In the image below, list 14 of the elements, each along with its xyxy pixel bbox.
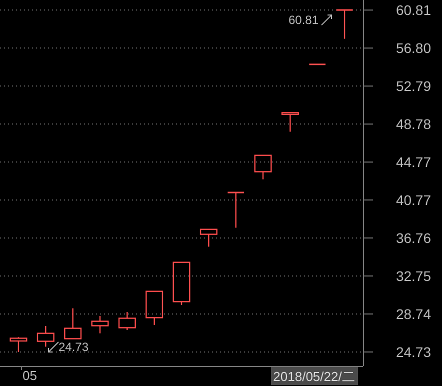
annotation: 60.81 xyxy=(288,13,319,28)
y-tick-label: 56.80 xyxy=(396,40,432,56)
y-tick-label: 60.81 xyxy=(396,2,432,18)
y-tick-label: 44.77 xyxy=(396,154,432,170)
y-tick-label: 36.76 xyxy=(396,230,432,246)
y-tick-label: 48.78 xyxy=(396,116,432,132)
y-tick-label: 24.73 xyxy=(396,344,432,360)
cursor-date: 2018/05/22/二 xyxy=(271,367,358,385)
x-tick-label: 05 xyxy=(22,368,37,383)
y-tick-label: 32.75 xyxy=(396,268,432,284)
annotation: 24.73 xyxy=(58,340,89,354)
y-tick-label: 28.74 xyxy=(396,306,432,322)
y-tick-label: 40.77 xyxy=(396,192,432,208)
y-tick-label: 52.79 xyxy=(396,78,432,94)
